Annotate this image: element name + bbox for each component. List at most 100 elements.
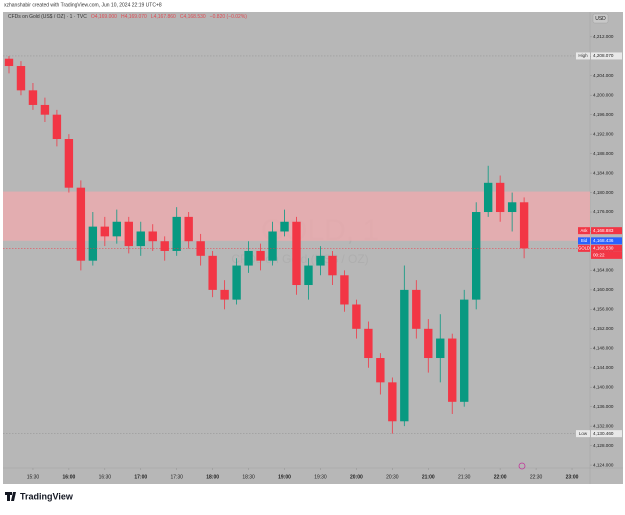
candle-body (148, 231, 157, 242)
legend-value: H4,169.070 (121, 14, 147, 20)
y-tick-label: 4,140.000 (593, 384, 614, 389)
y-tick-label: 4,188.000 (593, 151, 614, 156)
candle-body (28, 90, 38, 105)
x-tick-label: 15:30 (27, 474, 40, 480)
candle-body (100, 226, 110, 237)
price-tag (591, 227, 622, 235)
candle-body (448, 338, 457, 402)
candle-body (352, 304, 361, 329)
x-tick-label: 16:30 (99, 474, 112, 480)
y-tick-label: 4,212.000 (593, 34, 614, 39)
price-tag (578, 237, 590, 245)
candle-body (304, 265, 313, 286)
candle-body (40, 104, 50, 115)
price-tag (591, 237, 622, 245)
candle-body (412, 289, 421, 329)
x-tick-label: 18:00 (206, 474, 219, 480)
candle-body (507, 202, 517, 213)
countdown: 00:22 (593, 253, 605, 258)
candle-body (64, 139, 74, 188)
price-tag-text: High (578, 53, 588, 58)
x-tick-label: 19:00 (278, 474, 291, 480)
price-tag (591, 430, 622, 438)
countdown-box (591, 251, 622, 259)
credit: xzhanshabir created with TradingView.com… (4, 2, 162, 8)
logo-text: TradingView (20, 491, 74, 501)
price-tag-text: Bid (581, 238, 588, 243)
candle-body (76, 187, 86, 261)
candle-body (136, 231, 145, 247)
price-tag (576, 52, 590, 60)
y-tick-label: 4,152.000 (593, 326, 614, 331)
candle-body (172, 216, 181, 251)
candle-body (4, 58, 14, 67)
candle-body (244, 250, 253, 266)
candle-body (256, 250, 265, 261)
x-tick-label: 20:30 (386, 474, 399, 480)
legend-value: C4,168.530 (180, 14, 206, 20)
y-tick-label: 4,148.000 (593, 346, 614, 351)
x-tick-label: 17:00 (134, 474, 147, 480)
price-tag-text: Ask (581, 228, 589, 233)
x-tick-label: 17:30 (170, 474, 183, 480)
legend-symbol: CFDs on Gold (US$ / OZ) · 1 · TVC (8, 14, 87, 20)
y-tick-label: 4,160.000 (593, 287, 614, 292)
price-tag-label: 4,168.883 (593, 228, 614, 233)
candle-body (376, 358, 385, 383)
price-tag (591, 244, 622, 252)
x-tick-label: 21:00 (422, 474, 435, 480)
y-tick-label: 4,192.000 (593, 131, 614, 136)
price-tag-label: 4,208.070 (593, 53, 614, 58)
logo: TradingView (5, 491, 74, 501)
y-tick-label: 4,200.000 (593, 92, 614, 97)
time-axis (3, 468, 623, 484)
candle-body (160, 241, 169, 251)
candle-body (472, 212, 481, 300)
candle-body (328, 255, 337, 276)
candle-body (388, 382, 397, 422)
price-tag-label: 4,168.436 (593, 238, 614, 243)
candle-body (220, 289, 229, 300)
candle-body (400, 289, 409, 422)
candle-body (184, 216, 193, 242)
candle-body (460, 299, 469, 402)
currency[interactable]: USD (595, 16, 606, 22)
legend: CFDs on Gold (US$ / OZ) · 1 · TVC O4,169.… (8, 14, 247, 20)
candle-body (232, 265, 241, 300)
y-tick-label: 4,136.000 (593, 404, 614, 409)
candle-body (495, 182, 505, 213)
candle-body (52, 114, 62, 140)
y-tick-label: 4,180.000 (593, 190, 614, 195)
candle-body (364, 328, 373, 359)
x-tick-label: 18:30 (242, 474, 255, 480)
y-tick-label: 4,204.000 (593, 73, 614, 78)
candle-body (316, 255, 325, 266)
price-tag (576, 430, 590, 438)
x-tick-label: 22:30 (530, 474, 543, 480)
x-tick-label: 20:00 (350, 474, 363, 480)
candle-body (292, 221, 301, 286)
y-tick-label: 4,128.000 (593, 443, 614, 448)
x-tick-label: 21:30 (458, 474, 471, 480)
legend-value: O4,169.000 (91, 14, 117, 20)
x-tick-label: 23:00 (566, 474, 579, 480)
currency-box[interactable] (592, 13, 609, 24)
candle-body (424, 328, 433, 359)
candle-body (483, 182, 493, 213)
y-tick-label: 4,144.000 (593, 365, 614, 370)
event-icon[interactable] (518, 462, 526, 470)
y-tick-label: 4,132.000 (593, 423, 614, 428)
y-tick-label: 4,124.000 (593, 462, 614, 467)
price-tag-label: 4,130.460 (593, 431, 614, 436)
price-tag (578, 227, 590, 235)
x-tick-label: 16:00 (62, 474, 75, 480)
y-tick-label: 4,156.000 (593, 307, 614, 312)
legend-value: L4,167.860 (151, 14, 176, 20)
legend-value: −0.820 (−0.02%) (210, 14, 248, 20)
logo-mark (5, 492, 16, 501)
candle-body (208, 255, 217, 290)
candle-body (268, 231, 277, 261)
y-tick-label: 4,164.000 (593, 268, 614, 273)
candle-body (124, 221, 133, 247)
